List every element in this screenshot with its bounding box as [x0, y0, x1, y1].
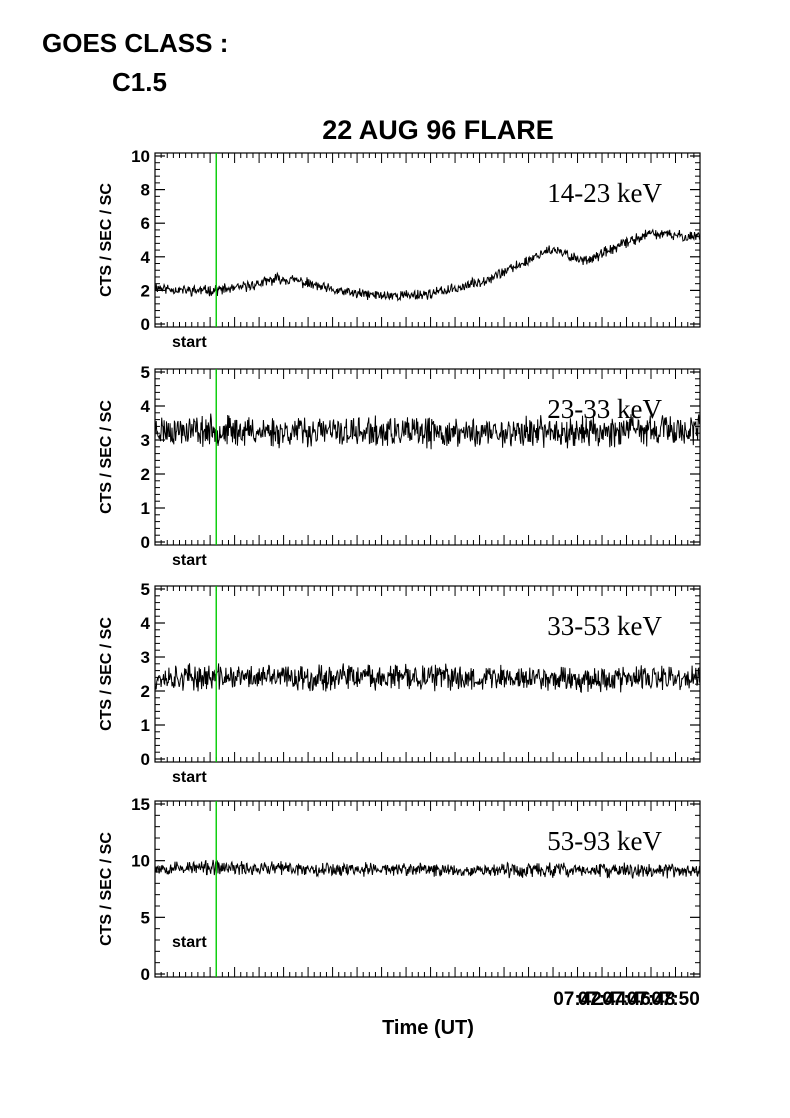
y-tick-label: 4	[141, 614, 151, 633]
y-tick-label: 3	[141, 648, 150, 667]
y-tick-label: 2	[141, 682, 150, 701]
panel-frame	[154, 800, 701, 978]
y-tick-label: 5	[141, 363, 150, 382]
y-axis-label: CTS / SEC / SC	[98, 400, 115, 514]
y-axis-label: CTS / SEC / SC	[98, 832, 115, 946]
x-tick-label: 07:50	[651, 989, 700, 1010]
panel-4: 0 5 10 15 CTS / SEC / SC start 53-93 keV	[98, 795, 701, 984]
y-tick-label: 4	[141, 248, 151, 267]
chart-title: 22 AUG 96 FLARE	[322, 115, 554, 145]
series-line	[154, 859, 701, 879]
y-axis-label: CTS / SEC / SC	[98, 617, 115, 731]
x-tick-label: 07:42	[553, 989, 602, 1010]
y-tick-label: 4	[141, 397, 151, 416]
series-line	[154, 663, 701, 694]
panel-frame	[154, 585, 701, 763]
x-tick-label: 07:48	[627, 989, 676, 1010]
y-tick-label: 10	[131, 852, 150, 871]
y-tick-label: 2	[141, 465, 150, 484]
y-tick-label: 1	[141, 716, 150, 735]
y-tick-label: 2	[141, 281, 150, 300]
panel-3: 0 1 2 3 4 5 CTS / SEC / SC start 33-53 keV	[98, 580, 701, 786]
series-line	[155, 228, 701, 302]
y-tick-label: 15	[131, 795, 150, 814]
y-tick-label: 0	[141, 965, 150, 984]
y-tick-label: 5	[141, 908, 150, 927]
start-label: start	[172, 334, 207, 351]
y-tick-label: 5	[141, 580, 150, 599]
start-label: start	[172, 934, 207, 951]
x-axis-title: Time (UT)	[382, 1017, 474, 1039]
y-tick-label: 6	[141, 214, 150, 233]
y-tick-label: 10	[131, 147, 150, 166]
band-label: 23-33 keV	[547, 394, 662, 424]
start-label: start	[172, 769, 207, 786]
start-label: start	[172, 552, 207, 569]
goes-class-value: C1.5	[112, 67, 167, 97]
x-tick-label: 07:44	[578, 989, 627, 1010]
y-tick-label: 0	[141, 533, 150, 552]
panel-frame	[154, 368, 701, 546]
y-axis-label: CTS / SEC / SC	[98, 183, 115, 297]
panel-1: 0 2 4 6 8 10 CTS / SEC / SC start 14-23 keV	[98, 147, 701, 351]
y-tick-label: 0	[141, 750, 150, 769]
band-label: 33-53 keV	[547, 611, 662, 641]
y-tick-label: 8	[141, 181, 150, 200]
series-line	[154, 413, 701, 450]
y-tick-label: 0	[141, 315, 150, 334]
panel-2: 0 1 2 3 4 5 CTS / SEC / SC start 23-33 keV	[98, 363, 701, 569]
x-tick-label: 07:46	[602, 989, 651, 1010]
y-tick-label: 1	[141, 499, 150, 518]
y-tick-label: 3	[141, 431, 150, 450]
band-label: 53-93 keV	[547, 826, 662, 856]
goes-class-label: GOES CLASS :	[42, 28, 228, 58]
panel-frame	[154, 152, 701, 328]
band-label: 14-23 keV	[547, 178, 662, 208]
